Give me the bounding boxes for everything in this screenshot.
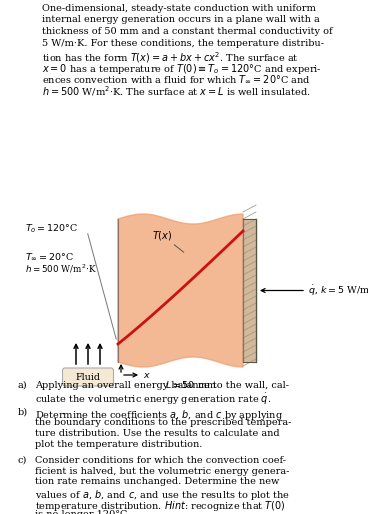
- Text: c): c): [18, 456, 27, 465]
- Text: $h = 500$ W/m$^2$·K. The surface at $x = L$ is well insulated.: $h = 500$ W/m$^2$·K. The surface at $x =…: [42, 84, 311, 98]
- Text: ficient is halved, but the volumetric energy genera-: ficient is halved, but the volumetric en…: [35, 467, 289, 475]
- Text: $h = 500$ W/m$^2$$\cdot$K: $h = 500$ W/m$^2$$\cdot$K: [25, 263, 97, 275]
- Polygon shape: [243, 219, 256, 362]
- Text: ture distribution. Use the results to calculate and: ture distribution. Use the results to ca…: [35, 429, 280, 438]
- Text: $T_\infty = 20°$C: $T_\infty = 20°$C: [25, 252, 74, 262]
- Text: b): b): [18, 408, 28, 417]
- Text: Applying an overall energy balance to the wall, cal-: Applying an overall energy balance to th…: [35, 381, 289, 390]
- Text: ences convection with a fluid for which $T_\infty = 20\degree$C and: ences convection with a fluid for which …: [42, 73, 311, 85]
- Text: tion has the form $T(x) = a + bx + cx^2$. The surface at: tion has the form $T(x) = a + bx + cx^2$…: [42, 50, 298, 65]
- Text: One-dimensional, steady-state conduction with uniform: One-dimensional, steady-state conduction…: [42, 4, 316, 13]
- Text: $T_o = 120°$C: $T_o = 120°$C: [25, 223, 78, 235]
- Polygon shape: [118, 214, 243, 367]
- Text: tion rate remains unchanged. Determine the new: tion rate remains unchanged. Determine t…: [35, 478, 279, 486]
- Text: values of $a$, $b$, and $c$, and use the results to plot the: values of $a$, $b$, and $c$, and use the…: [35, 488, 290, 502]
- Text: Fluid: Fluid: [75, 373, 100, 381]
- Text: $x = 0$ has a temperature of $T(0) \equiv T_o = 120\degree$C and experi-: $x = 0$ has a temperature of $T(0) \equi…: [42, 62, 322, 76]
- Text: the boundary conditions to the prescribed tempera-: the boundary conditions to the prescribe…: [35, 418, 291, 428]
- Text: 5 W/m·K. For these conditions, the temperature distribu-: 5 W/m·K. For these conditions, the tempe…: [42, 39, 324, 47]
- Text: temperature distribution. $\mathit{Hint}$: recognize that $T(0)$: temperature distribution. $\mathit{Hint}…: [35, 499, 286, 513]
- Text: a): a): [18, 381, 28, 390]
- Text: culate the volumetric energy generation rate $\dot{q}$.: culate the volumetric energy generation …: [35, 392, 271, 407]
- Text: $L = 50$ mm: $L = 50$ mm: [164, 378, 216, 390]
- Text: Consider conditions for which the convection coef-: Consider conditions for which the convec…: [35, 456, 286, 465]
- Text: plot the temperature distribution.: plot the temperature distribution.: [35, 440, 202, 449]
- Text: $\dot{q}$, $k = 5$ W/m$\cdot$K: $\dot{q}$, $k = 5$ W/m$\cdot$K: [308, 284, 368, 298]
- Text: is no longer 120°C.: is no longer 120°C.: [35, 510, 130, 514]
- FancyBboxPatch shape: [63, 368, 113, 386]
- Text: Determine the coefficients $a$, $b$, and $c$ by applying: Determine the coefficients $a$, $b$, and…: [35, 408, 283, 421]
- Text: internal energy generation occurs in a plane wall with a: internal energy generation occurs in a p…: [42, 15, 320, 25]
- Text: thickness of 50 mm and a constant thermal conductivity of: thickness of 50 mm and a constant therma…: [42, 27, 333, 36]
- Text: $x$: $x$: [143, 371, 151, 379]
- Text: $T(x)$: $T(x)$: [152, 229, 173, 242]
